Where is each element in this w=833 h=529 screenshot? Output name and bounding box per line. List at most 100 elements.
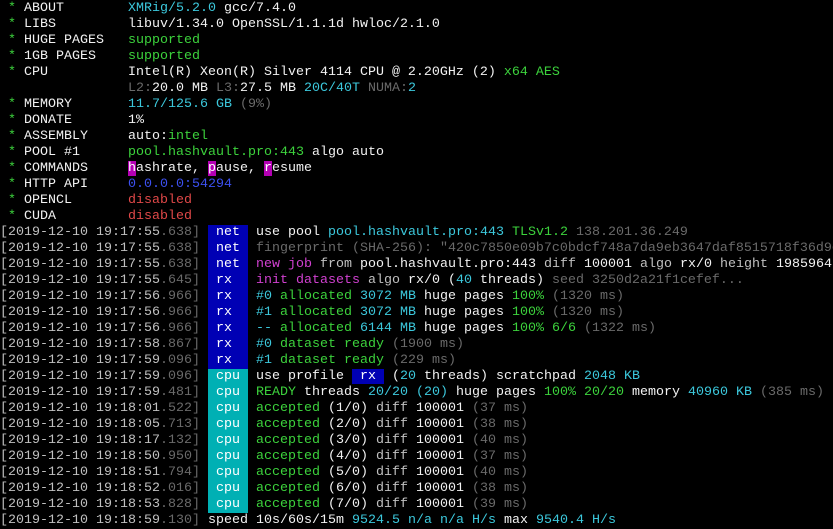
summary-label: ASSEMBLY: [24, 129, 88, 144]
text-segment: allocated: [272, 289, 360, 304]
star-icon: *: [8, 209, 16, 224]
summary-line: * ABOUT XMRig/5.2.0 gcc/7.4.0: [0, 1, 833, 17]
text-segment: (1322 ms): [575, 321, 656, 336]
text-segment: supported: [128, 33, 200, 48]
timestamp-ms: .638]: [159, 257, 200, 272]
text-segment: 9540.4 H/s: [535, 513, 616, 528]
text-segment: 138.201.36.249: [567, 225, 688, 240]
log-line: [2019-12-10 19:18:05.713] cpu accepted (2/…: [0, 417, 833, 433]
text-segment: huge pages: [415, 289, 512, 304]
text-segment: algo auto: [303, 145, 384, 160]
timestamp: [2019-12-10 19:17:58.867]: [0, 337, 208, 353]
timestamp-ms: .522]: [159, 401, 200, 416]
tag-badge-net: net: [208, 257, 248, 273]
text-segment: (1320 ms): [543, 305, 624, 320]
timestamp-main: [2019-12-10 19:18:05: [0, 417, 160, 432]
log-line: [2019-12-10 19:18:59.130] speed 10s/60s/1…: [0, 513, 833, 529]
text-segment: 2048 KB: [583, 369, 640, 384]
text-segment: rx/0: [679, 257, 712, 272]
text-segment: 40960 KB: [687, 385, 752, 400]
summary-label: POOL #1: [24, 145, 80, 160]
summary-label: MEMORY: [24, 97, 72, 112]
text-segment: diff: [368, 417, 416, 432]
timestamp-main: [2019-12-10 19:17:56: [0, 289, 160, 304]
text-segment: accepted: [256, 417, 320, 432]
text-segment: from: [312, 257, 360, 272]
timestamp: [2019-12-10 19:18:01.522]: [0, 401, 208, 417]
text-segment: TLSv1.2: [503, 225, 568, 240]
text-segment: 20.0 MB: [152, 81, 208, 96]
text-segment: supported: [128, 49, 200, 64]
text-segment: diff: [368, 401, 416, 416]
timestamp-main: [2019-12-10 19:17:59: [0, 369, 160, 384]
text-segment: 100%: [511, 305, 544, 320]
timestamp-main: [2019-12-10 19:17:59: [0, 353, 160, 368]
text-segment: diff: [368, 465, 416, 480]
text-segment: ashrate,: [136, 161, 208, 176]
text-segment: speed: [208, 513, 248, 528]
tag-badge-cpu: cpu: [208, 369, 248, 385]
timestamp-ms: .966]: [159, 321, 200, 336]
text-segment: (9%): [231, 97, 272, 112]
log-line: [2019-12-10 19:17:56.966] rx #1 allocated …: [0, 305, 833, 321]
timestamp-ms: .130]: [159, 513, 200, 528]
text-segment: diff: [368, 433, 416, 448]
text-segment: NUMA:: [360, 81, 408, 96]
log-line: [2019-12-10 19:18:01.522] cpu accepted (1/…: [0, 401, 833, 417]
timestamp: [2019-12-10 19:18:53.828]: [0, 497, 208, 513]
text-segment: (38 ms): [464, 417, 528, 432]
text-segment: diff: [368, 497, 416, 512]
text-segment: 100001: [583, 257, 632, 272]
text-segment: (40 ms): [464, 433, 528, 448]
text-segment: READY: [256, 385, 296, 400]
text-segment: 3072 MB: [359, 305, 416, 320]
text-segment: threads): [471, 273, 544, 288]
text-segment: 100001: [416, 433, 464, 448]
text-segment: huge pages: [447, 385, 544, 400]
text-segment: disabled: [128, 209, 192, 224]
timestamp-main: [2019-12-10 19:18:51: [0, 465, 160, 480]
summary-line: * CPU Intel(R) Xeon(R) Silver 4114 CPU @ 2…: [0, 65, 833, 81]
text-segment: (37 ms): [464, 449, 528, 464]
log-line: [2019-12-10 19:18:50.950] cpu accepted (4/…: [0, 449, 833, 465]
timestamp-ms: .966]: [159, 289, 200, 304]
text-segment: accepted: [256, 433, 320, 448]
text-segment: ause,: [215, 161, 264, 176]
timestamp: [2019-12-10 19:17:56.966]: [0, 321, 208, 337]
summary-label: LIBS: [24, 17, 56, 32]
log-line: [2019-12-10 19:18:52.016] cpu accepted (6/…: [0, 481, 833, 497]
text-segment: 27.5 MB: [240, 81, 296, 96]
text-segment: pool.hashvault.pro:443: [128, 145, 304, 160]
text-segment: x64 AES: [495, 65, 560, 80]
text-segment: (38 ms): [464, 481, 528, 496]
text-segment: 1%: [128, 113, 144, 128]
star-icon: *: [8, 113, 16, 128]
text-segment: huge pages: [415, 321, 512, 336]
text-segment: 0.0.0.0:54294: [128, 177, 232, 192]
text-segment: gcc/7.4.0: [215, 1, 296, 16]
timestamp-main: [2019-12-10 19:18:17: [0, 433, 160, 448]
summary-label: OPENCL: [24, 193, 72, 208]
timestamp: [2019-12-10 19:17:59.096]: [0, 353, 208, 369]
text-segment: 100001: [416, 481, 464, 496]
timestamp: [2019-12-10 19:17:55.645]: [0, 273, 208, 289]
text-segment: 20/20: [367, 385, 408, 400]
timestamp-main: [2019-12-10 19:17:55: [0, 257, 160, 272]
text-segment: (229 ms): [383, 353, 456, 368]
text-segment: n/a n/a H/s: [399, 513, 496, 528]
text-segment: 100001: [416, 417, 464, 432]
text-segment: 1985964: [775, 257, 832, 272]
text-segment: auto:: [128, 129, 168, 144]
tag-badge-cpu: cpu: [208, 465, 248, 481]
text-segment: algo: [359, 273, 408, 288]
timestamp-main: [2019-12-10 19:18:59: [0, 513, 160, 528]
text-segment: (3/0): [320, 433, 368, 448]
timestamp-main: [2019-12-10 19:17:59: [0, 385, 160, 400]
timestamp-main: [2019-12-10 19:17:56: [0, 305, 160, 320]
tag-badge-cpu: cpu: [208, 401, 248, 417]
timestamp-ms: .867]: [159, 337, 200, 352]
text-segment: L3:: [208, 81, 240, 96]
text-segment: #0: [256, 337, 272, 352]
text-segment: init datasets: [256, 273, 360, 288]
text-segment: (2/0): [320, 417, 368, 432]
